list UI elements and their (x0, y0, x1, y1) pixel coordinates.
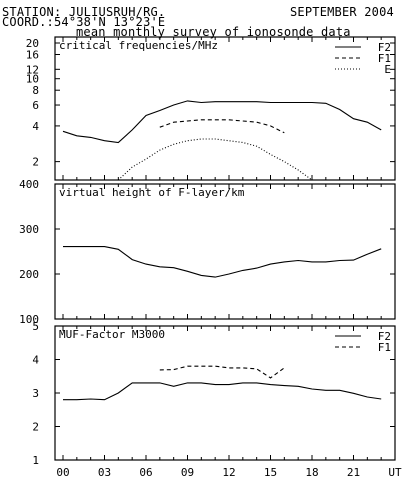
legend-label: F2 (378, 330, 391, 343)
x-tick-label: 21 (347, 466, 360, 479)
y-tick-label: 16 (26, 48, 39, 61)
panel-1-title: critical frequencies/MHz (59, 39, 218, 52)
y-tick-label: 10 (26, 73, 39, 86)
y-tick-label: 20 (26, 37, 39, 50)
y-tick-label: 12 (26, 63, 39, 76)
y-tick-label: 4 (32, 354, 39, 367)
y-tick-label: 4 (32, 120, 39, 133)
y-tick-label: 3 (32, 387, 39, 400)
legend-label: F2 (378, 41, 391, 54)
station-label: STATION: JULIUSRUH/RG. (2, 5, 166, 19)
x-tick-label: 09 (181, 466, 194, 479)
y-tick-label: 100 (19, 313, 39, 326)
panel-2-title: virtual height of F-layer/km (59, 186, 245, 199)
panel-1-frame (54, 36, 396, 181)
x-tick-label: 15 (264, 466, 277, 479)
panel-2-frame (54, 183, 396, 320)
series-line-f1 (159, 365, 285, 379)
y-tick-label: 2 (32, 156, 39, 169)
y-tick-label: 200 (19, 268, 39, 281)
legend-label: F1 (378, 341, 391, 354)
y-tick-label: 1 (32, 454, 39, 467)
coordinates-label: COORD.:54°38'N 13°23'E (2, 15, 166, 29)
legend-label: F1 (378, 52, 391, 65)
series-line-f1 (159, 119, 285, 134)
series-line-f2 (63, 382, 382, 401)
series-line-f2 (62, 100, 382, 144)
x-tick-label: 12 (222, 466, 235, 479)
x-tick-label: 18 (305, 466, 318, 479)
y-tick-label: 8 (32, 84, 39, 97)
series-line-2 (63, 246, 382, 278)
x-tick-label: 00 (56, 466, 69, 479)
y-tick-label: 5 (32, 320, 39, 333)
panel-3-title: MUF-Factor M3000 (59, 328, 165, 341)
date-label: SEPTEMBER 2004 (290, 5, 394, 19)
survey-title: mean monthly survey of ionosonde data (76, 25, 351, 39)
y-tick-label: 2 (32, 421, 39, 434)
series-line-e (117, 138, 313, 181)
x-tick-label: 03 (98, 466, 111, 479)
panel-3-frame (54, 325, 396, 461)
y-tick-label: 400 (19, 178, 39, 191)
legend-label: E (384, 63, 391, 76)
y-tick-label: 6 (32, 99, 39, 112)
y-tick-label: 300 (19, 223, 39, 236)
x-tick-label: 06 (139, 466, 152, 479)
x-tick-label: UT (388, 466, 402, 479)
